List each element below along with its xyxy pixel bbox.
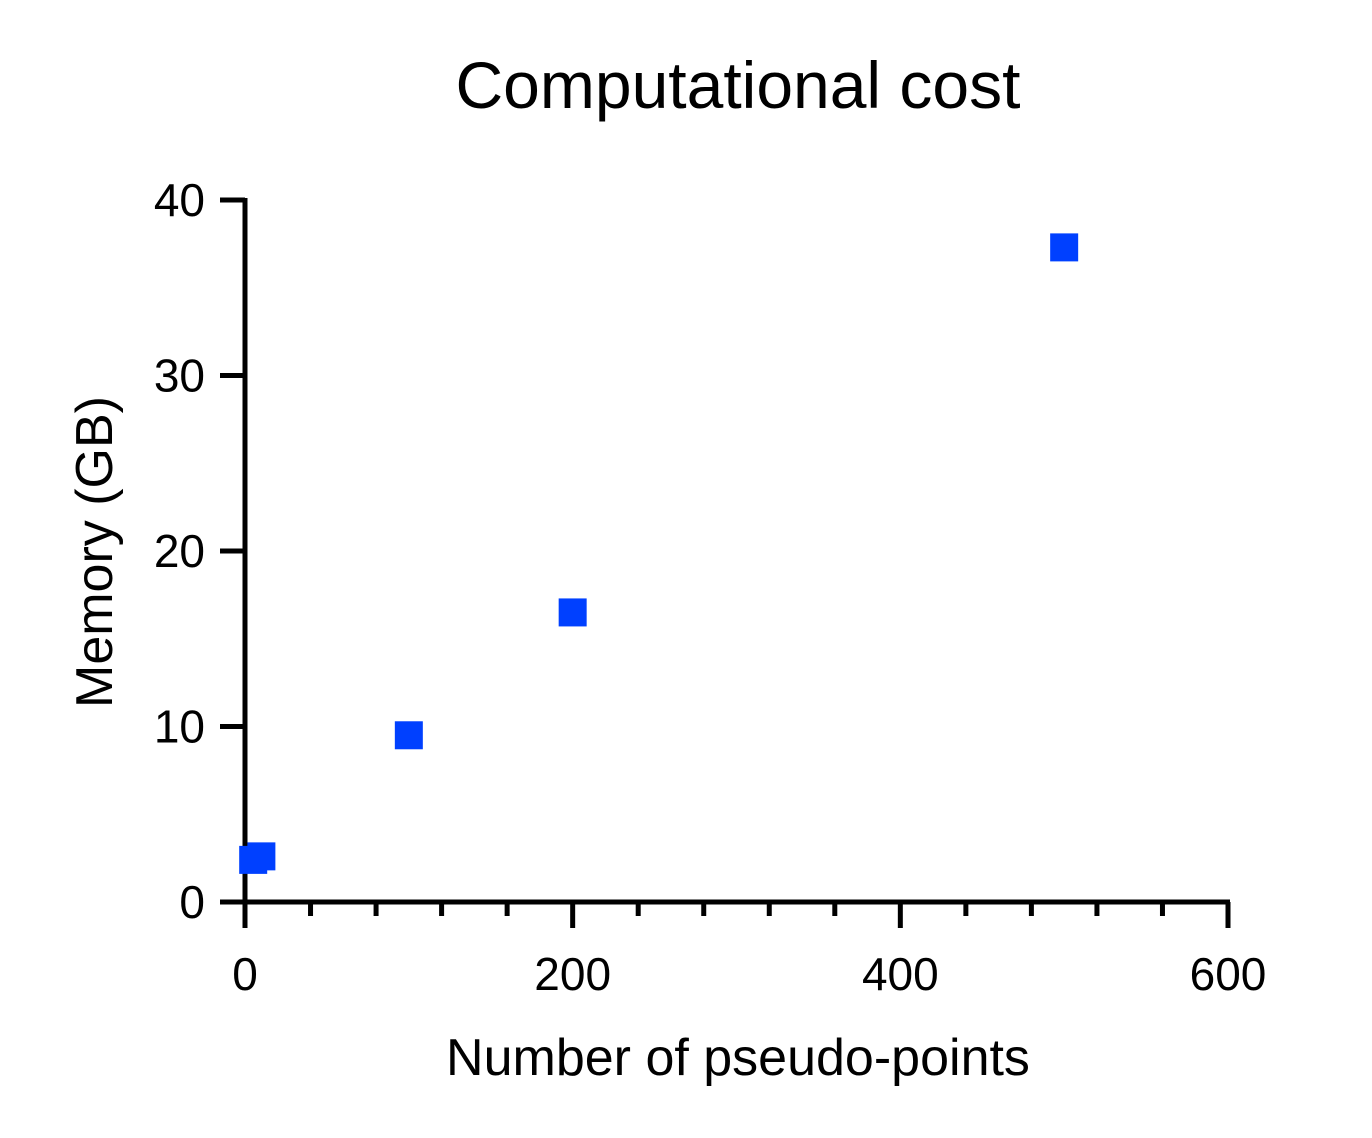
x-tick-label: 0: [232, 948, 258, 1000]
axes-group: [242, 198, 1230, 905]
x-tick-label: 200: [534, 948, 611, 1000]
x-axis-label: Number of pseudo-points: [446, 1029, 1030, 1087]
data-point: [394, 721, 423, 750]
y-tick-label: 30: [154, 350, 205, 402]
x-ticks-group: 0 200 400 600: [232, 902, 1266, 1000]
x-tick-label: 600: [1190, 948, 1267, 1000]
y-ticks-group: 0 10 20 30 40: [154, 174, 245, 928]
y-tick-label: 10: [154, 701, 205, 753]
data-point: [1050, 233, 1079, 262]
chart-title: Computational cost: [456, 48, 1021, 122]
data-point: [247, 842, 276, 871]
y-tick-label: 0: [179, 876, 205, 928]
y-tick-label: 20: [154, 525, 205, 577]
y-tick-label: 40: [154, 174, 205, 226]
data-points-group: [239, 233, 1079, 874]
data-point: [558, 598, 587, 627]
y-axis-label: Memory (GB): [66, 396, 124, 708]
x-tick-label: 400: [862, 948, 939, 1000]
